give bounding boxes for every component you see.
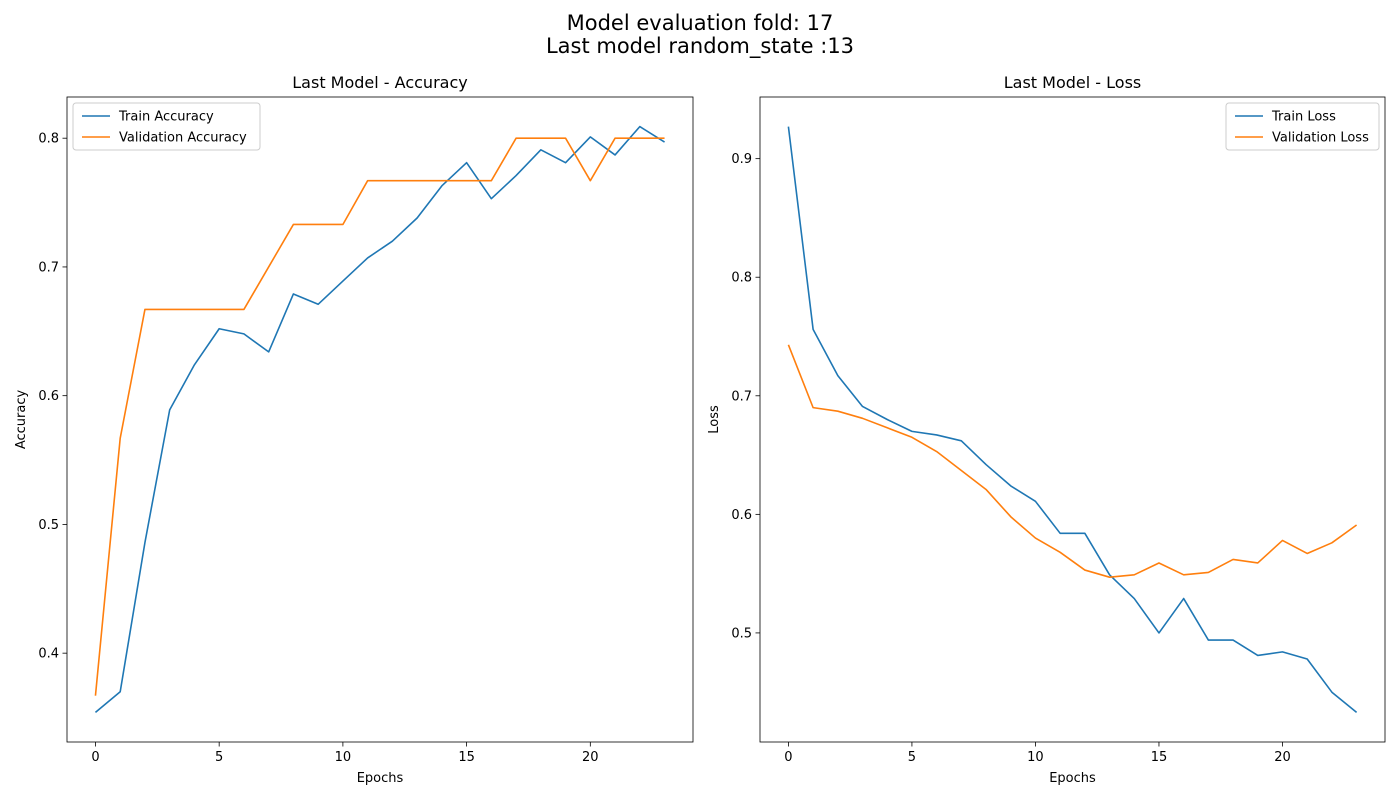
accuracy-x-tick-label: 10 [335, 750, 352, 765]
loss-x-tick-label: 10 [1027, 750, 1044, 765]
train-loss-line [787, 126, 1358, 713]
accuracy-legend-box [72, 102, 261, 151]
accuracy-subplot-title: Last Model - Accuracy [292, 73, 467, 92]
accuracy-subplot: Last Model - Accuracy Epochs Accuracy 0 5… [14, 73, 694, 786]
loss-legend: Train Loss Validation Loss [1225, 102, 1380, 151]
train-loss-legend-label: Train Loss [1271, 110, 1336, 125]
figure-suptitle: Model evaluation fold: 17 Last model ran… [0, 12, 1400, 58]
accuracy-y-tick-label: 0.8 [38, 132, 59, 147]
loss-axes-frame [759, 96, 1386, 743]
accuracy-axes-frame [66, 96, 694, 743]
accuracy-x-tick-label: 0 [91, 750, 99, 765]
validation-accuracy-legend-label: Validation Accuracy [119, 131, 247, 146]
loss-subplot-title: Last Model - Loss [1004, 73, 1142, 92]
loss-subplot: Last Model - Loss Epochs Loss 0 5 10 15 20 0.… [707, 73, 1386, 786]
accuracy-legend: Train Accuracy Validation Accuracy [72, 102, 261, 151]
accuracy-y-tick-label: 0.4 [38, 647, 59, 662]
loss-legend-box [1225, 102, 1380, 151]
loss-y-tick-label: 0.7 [731, 389, 752, 404]
accuracy-y-tick-label: 0.6 [38, 389, 59, 404]
train-accuracy-line [94, 125, 665, 714]
loss-y-tick-label: 0.5 [731, 626, 752, 641]
suptitle-line-1: Model evaluation fold: 17 [566, 11, 834, 35]
accuracy-y-tick-label: 0.7 [38, 260, 59, 275]
validation-loss-line [787, 344, 1358, 578]
loss-y-axis-label: Loss [707, 405, 722, 434]
accuracy-x-tick-label: 15 [458, 750, 475, 765]
loss-y-tick-label: 0.9 [731, 152, 752, 167]
validation-loss-legend-label: Validation Loss [1272, 131, 1369, 146]
loss-x-tick-label: 0 [784, 750, 792, 765]
accuracy-x-tick-label: 5 [215, 750, 223, 765]
loss-x-tick-label: 5 [908, 750, 916, 765]
suptitle-line-2: Last model random_state :13 [545, 34, 855, 58]
train-accuracy-legend-label: Train Accuracy [118, 110, 214, 125]
accuracy-y-tick-label: 0.5 [38, 518, 59, 533]
validation-accuracy-line [94, 137, 665, 696]
loss-y-tick-label: 0.6 [731, 508, 752, 523]
loss-y-tick-label: 0.8 [731, 271, 752, 286]
loss-x-tick-label: 20 [1274, 750, 1291, 765]
loss-x-tick-label: 15 [1151, 750, 1168, 765]
accuracy-y-axis-label: Accuracy [14, 390, 29, 450]
accuracy-x-tick-label: 20 [582, 750, 599, 765]
accuracy-x-axis-label: Epochs [357, 771, 404, 786]
loss-x-axis-label: Epochs [1049, 771, 1096, 786]
